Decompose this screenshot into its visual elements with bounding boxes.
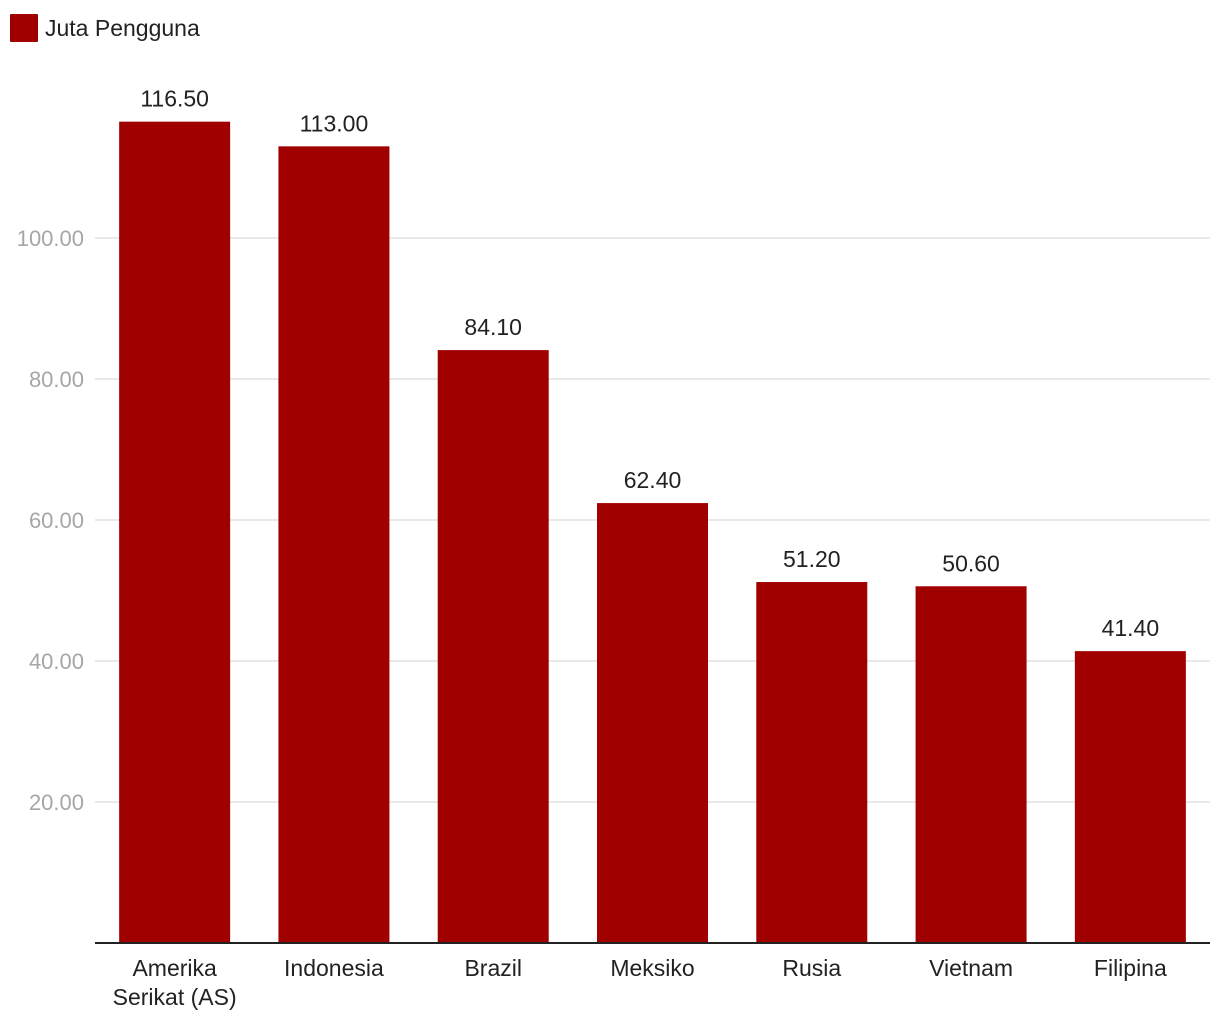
bar — [278, 146, 390, 944]
legend-swatch — [10, 14, 38, 42]
bar-value-label: 84.10 — [464, 314, 522, 340]
x-category-label: Brazil — [464, 955, 522, 981]
x-category-label: Vietnam — [929, 955, 1013, 981]
y-tick-label: 100.00 — [17, 226, 84, 251]
bar-value-label: 116.50 — [140, 86, 209, 112]
x-category-label: Rusia — [782, 955, 841, 981]
y-tick-label: 60.00 — [29, 508, 84, 533]
y-tick-label: 80.00 — [29, 367, 84, 392]
bar — [915, 586, 1027, 943]
value-labels: 116.50 113.00 84.10 62.40 51.20 50.60 41.40 — [140, 86, 1159, 641]
bar-value-label: 50.60 — [942, 550, 1000, 576]
bar-value-label: 113.00 — [300, 110, 369, 136]
y-tick-label: 40.00 — [29, 649, 84, 674]
y-axis-tick-labels: 20.00 40.00 60.00 80.00 100.00 — [17, 226, 84, 815]
x-axis-category-labels: Amerika Serikat (AS) Indonesia Brazil Meksik… — [113, 955, 1167, 1010]
bar — [756, 582, 868, 943]
x-category-label: Indonesia — [284, 955, 384, 981]
bar — [437, 350, 549, 944]
bar — [1074, 651, 1186, 943]
bar — [597, 503, 708, 943]
legend: Juta Pengguna — [10, 14, 200, 42]
x-category-label: Meksiko — [610, 955, 694, 981]
y-tick-label: 20.00 — [29, 790, 84, 815]
bars — [119, 121, 1186, 944]
legend-label: Juta Pengguna — [45, 15, 200, 41]
x-category-label: Amerika Serikat (AS) — [113, 955, 237, 1010]
bar-value-label: 62.40 — [624, 467, 682, 493]
x-category-label: Filipina — [1094, 955, 1167, 981]
bar — [119, 121, 231, 944]
bar-value-label: 51.20 — [783, 546, 841, 572]
bar-value-label: 41.40 — [1102, 615, 1160, 641]
